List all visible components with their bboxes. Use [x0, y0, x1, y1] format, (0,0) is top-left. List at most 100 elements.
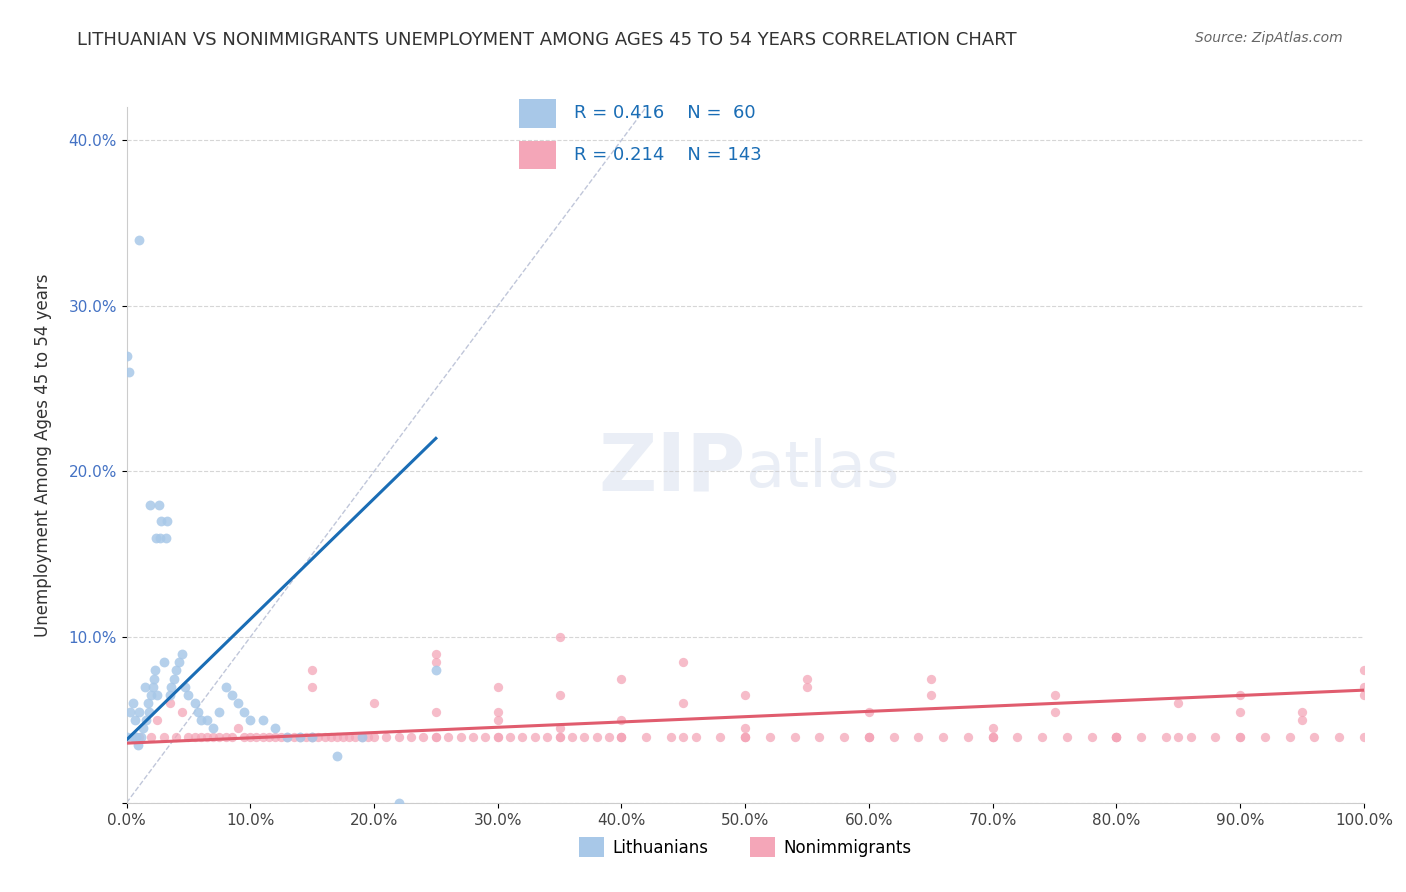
Point	[375, 730, 398, 744]
Point	[450, 730, 472, 744]
Point	[121, 730, 143, 744]
Point	[319, 730, 342, 744]
Point	[214, 680, 236, 694]
Point	[858, 705, 880, 719]
Point	[326, 749, 349, 764]
Point	[1229, 688, 1251, 702]
Point	[734, 730, 756, 744]
Point	[425, 730, 447, 744]
Point	[221, 730, 243, 744]
Point	[172, 705, 194, 719]
Point	[486, 730, 509, 744]
Point	[159, 688, 181, 702]
Point	[1043, 705, 1066, 719]
Point	[131, 730, 153, 744]
Point	[1303, 730, 1326, 744]
Point	[276, 730, 298, 744]
Point	[131, 721, 153, 735]
Point	[1278, 730, 1301, 744]
Point	[239, 713, 262, 727]
Point	[734, 721, 756, 735]
Point	[301, 730, 323, 744]
Point	[165, 730, 187, 744]
Text: Source: ZipAtlas.com: Source: ZipAtlas.com	[1195, 31, 1343, 45]
Point	[145, 531, 167, 545]
Point	[474, 730, 496, 744]
Point	[115, 349, 138, 363]
Point	[610, 730, 633, 744]
Point	[245, 730, 267, 744]
Point	[1105, 730, 1128, 744]
Point	[561, 730, 583, 744]
Point	[425, 705, 447, 719]
Point	[734, 688, 756, 702]
Point	[548, 688, 571, 702]
Point	[122, 730, 145, 744]
Point	[187, 705, 209, 719]
Point	[149, 531, 172, 545]
Point	[1105, 730, 1128, 744]
Point	[425, 647, 447, 661]
Point	[709, 730, 731, 744]
Point	[121, 697, 143, 711]
Point	[1327, 730, 1350, 744]
Point	[183, 730, 205, 744]
Point	[190, 730, 212, 744]
Point	[1105, 730, 1128, 744]
Point	[734, 730, 756, 744]
Point	[141, 730, 163, 744]
Point	[486, 705, 509, 719]
Point	[1056, 730, 1078, 744]
Point	[128, 705, 150, 719]
Point	[1105, 730, 1128, 744]
Point	[1080, 730, 1102, 744]
Point	[1167, 697, 1189, 711]
Point	[202, 721, 225, 735]
Point	[907, 730, 929, 744]
Point	[499, 730, 522, 744]
Point	[257, 730, 280, 744]
Text: atlas: atlas	[745, 438, 900, 500]
Point	[128, 233, 150, 247]
Point	[177, 730, 200, 744]
Point	[226, 697, 249, 711]
Point	[177, 688, 200, 702]
Point	[252, 730, 274, 744]
Point	[202, 730, 225, 744]
Point	[214, 730, 236, 744]
Point	[388, 796, 411, 810]
Point	[659, 730, 682, 744]
Point	[981, 721, 1004, 735]
Point	[141, 688, 163, 702]
Point	[486, 713, 509, 727]
Point	[425, 663, 447, 677]
Point	[138, 705, 160, 719]
Point	[548, 730, 571, 744]
Point	[1229, 730, 1251, 744]
Point	[858, 730, 880, 744]
Point	[221, 688, 243, 702]
Point	[920, 672, 942, 686]
Point	[610, 730, 633, 744]
Point	[252, 713, 274, 727]
Point	[141, 680, 163, 694]
Point	[233, 705, 256, 719]
Point	[425, 730, 447, 744]
Point	[685, 730, 707, 744]
Point	[1353, 730, 1375, 744]
Point	[283, 730, 305, 744]
Point	[115, 730, 138, 744]
Text: R = 0.416    N =  60: R = 0.416 N = 60	[574, 104, 756, 122]
Point	[536, 730, 558, 744]
Legend: Lithuanians, Nonimmigrants: Lithuanians, Nonimmigrants	[572, 830, 918, 864]
Point	[143, 663, 166, 677]
Point	[548, 721, 571, 735]
Point	[195, 713, 218, 727]
Point	[783, 730, 806, 744]
Point	[195, 730, 218, 744]
Point	[796, 680, 818, 694]
Y-axis label: Unemployment Among Ages 45 to 54 years: Unemployment Among Ages 45 to 54 years	[34, 273, 52, 637]
Point	[233, 730, 256, 744]
FancyBboxPatch shape	[519, 99, 555, 128]
Point	[118, 365, 141, 379]
